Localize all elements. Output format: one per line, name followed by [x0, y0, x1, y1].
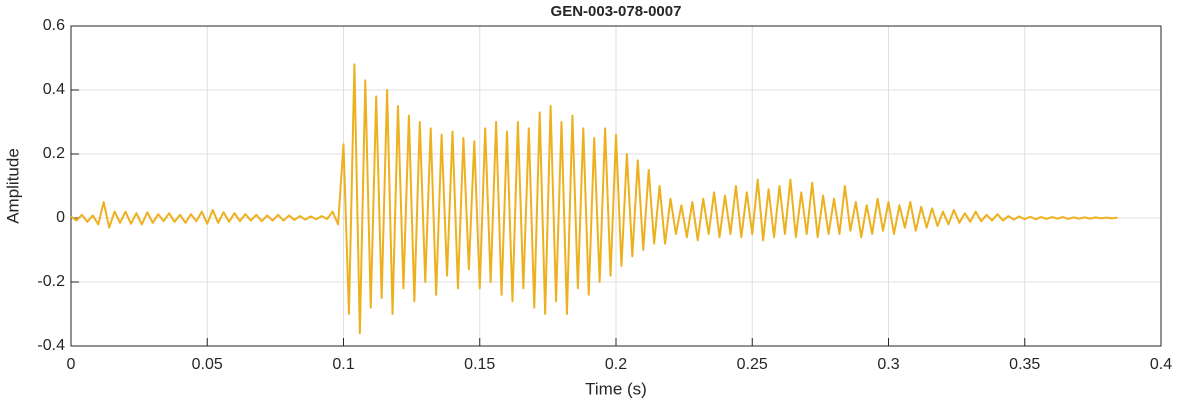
x-axis-label: Time (s)	[585, 379, 647, 398]
x-tick-label: 0.35	[1009, 356, 1040, 373]
y-tick-label: 0	[56, 209, 65, 226]
y-axis-label: Amplitude	[3, 148, 22, 224]
x-tick-label: 0.15	[464, 356, 495, 373]
waveform-line	[70, 63, 1118, 335]
x-tick-label: 0	[67, 356, 76, 373]
y-tick-label: 0.4	[43, 81, 65, 98]
x-tick-label: 0.3	[877, 356, 899, 373]
x-tick-label: 0.4	[1150, 356, 1172, 373]
x-tick-label: 0.05	[192, 356, 223, 373]
y-tick-label: 0.2	[43, 145, 65, 162]
chart-title: GEN-003-078-0007	[551, 3, 682, 20]
plot-frame	[70, 25, 1162, 347]
y-tick-label: -0.2	[37, 273, 65, 290]
x-tick-label: 0.2	[605, 356, 627, 373]
y-tick-label: 0.6	[43, 17, 65, 34]
y-tick-label: -0.4	[37, 337, 65, 354]
x-tick-label: 0.1	[332, 356, 354, 373]
x-tick-label: 0.25	[737, 356, 768, 373]
